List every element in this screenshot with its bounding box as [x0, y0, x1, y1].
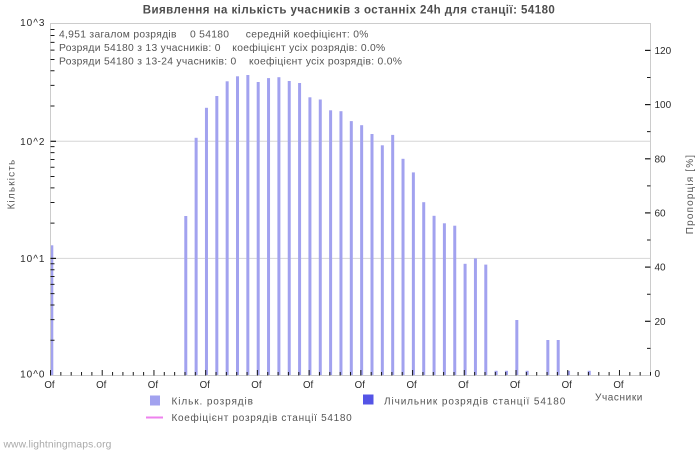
svg-text:коефіцієнт усіх розрядів: 0.0%: коефіцієнт усіх розрядів: 0.0%	[232, 42, 385, 54]
svg-text:Розряди 54180 з 13-24 учасникі: Розряди 54180 з 13-24 учасників: 0	[59, 57, 237, 68]
svg-text:Of: Of	[613, 380, 624, 391]
svg-text:Кільк. розрядів: Кільк. розрядів	[172, 397, 254, 408]
svg-text:Of: Of	[510, 380, 521, 391]
svg-text:Пропорція [%]: Пропорція [%]	[685, 154, 696, 234]
svg-text:www.lightningmaps.org: www.lightningmaps.org	[3, 440, 112, 451]
svg-text:Of: Of	[148, 380, 159, 391]
svg-text:Of: Of	[303, 380, 314, 391]
svg-text:20: 20	[655, 317, 667, 328]
svg-text:80: 80	[655, 154, 667, 165]
svg-text:Of: Of	[458, 380, 469, 391]
svg-text:Учасники: Учасники	[595, 393, 643, 404]
svg-text:Виявлення на кількість учасник: Виявлення на кількість учасників з остан…	[143, 5, 556, 17]
svg-text:Of: Of	[200, 380, 211, 391]
svg-text:120: 120	[655, 46, 672, 57]
svg-text:Кількість: Кількість	[7, 159, 18, 210]
svg-text:середній коефіцієнт: 0%: середній коефіцієнт: 0%	[246, 29, 369, 41]
svg-text:60: 60	[655, 208, 667, 219]
svg-text:100: 100	[655, 100, 672, 111]
svg-text:40: 40	[655, 263, 667, 274]
svg-text:Розряди 54180 з 13 учасників:: Розряди 54180 з 13 учасників: 0	[59, 43, 221, 54]
svg-text:0 54180: 0 54180	[190, 30, 229, 41]
svg-text:коефіцієнт усіх розрядів: 0.0%: коефіцієнт усіх розрядів: 0.0%	[249, 56, 402, 68]
svg-text:10^2: 10^2	[20, 137, 45, 148]
svg-text:Of: Of	[355, 380, 366, 391]
svg-text:Of: Of	[562, 380, 573, 391]
svg-text:4,951 загалом розрядів: 4,951 загалом розрядів	[59, 30, 177, 41]
svg-text:Of: Of	[406, 380, 417, 391]
svg-text:Of: Of	[96, 380, 107, 391]
svg-text:Of: Of	[44, 380, 55, 391]
svg-text:10^1: 10^1	[20, 254, 45, 265]
svg-text:Of: Of	[251, 380, 262, 391]
svg-text:0: 0	[655, 369, 661, 380]
svg-text:10^3: 10^3	[20, 18, 45, 29]
svg-text:Коефіцієнт розрядів станції 54: Коефіцієнт розрядів станції 54180	[172, 412, 353, 424]
svg-text:10^0: 10^0	[20, 370, 45, 381]
svg-text:Лічильник розрядів станції 541: Лічильник розрядів станції 54180	[384, 397, 566, 408]
